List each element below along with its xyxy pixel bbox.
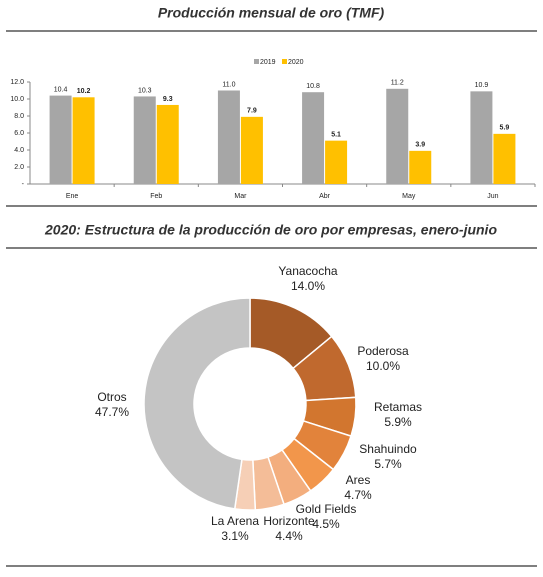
value-label: 5.9	[500, 125, 510, 132]
bar	[302, 92, 325, 184]
slice-label: Yanacocha	[278, 264, 337, 278]
slice-value: 10.0%	[366, 359, 400, 373]
bar	[217, 90, 240, 184]
y-tick-label: 6.0	[14, 130, 24, 137]
y-tick-label: 8.0	[14, 113, 24, 120]
slice-label: Shahuindo	[359, 442, 417, 456]
slice-value: 3.1%	[221, 529, 249, 543]
value-label: 7.9	[247, 108, 257, 115]
value-label: 5.1	[331, 131, 341, 138]
bar	[72, 97, 95, 184]
slice-label: Retamas	[374, 400, 422, 414]
value-label: 9.3	[163, 96, 173, 103]
slice-label: La Arena	[211, 514, 259, 528]
chart-title: Producción mensual de oro (TMF)	[158, 5, 385, 21]
legend-swatch	[254, 59, 259, 64]
bar	[49, 95, 72, 184]
slice-value: 5.7%	[374, 457, 402, 471]
bar	[386, 88, 409, 184]
y-tick-label: 12.0	[10, 79, 24, 86]
slice-label: Otros	[97, 390, 126, 404]
slice-label: Horizonte	[263, 514, 315, 528]
slice-label: Poderosa	[357, 344, 409, 358]
value-label: 3.9	[415, 142, 425, 149]
value-label: 10.8	[306, 83, 320, 90]
y-tick-label: 2.0	[14, 164, 24, 171]
x-tick-label: Feb	[150, 193, 162, 200]
slice-value: 47.7%	[95, 405, 129, 419]
bar	[240, 116, 263, 184]
bar	[470, 91, 493, 184]
bar	[325, 140, 348, 184]
y-tick-label: -	[22, 181, 25, 188]
slice-value: 4.5%	[312, 517, 340, 531]
y-tick-label: 4.0	[14, 147, 24, 154]
value-label: 10.9	[475, 82, 489, 89]
x-tick-label: Jun	[487, 193, 498, 200]
bar	[156, 104, 179, 184]
legend-label: 2019	[260, 59, 276, 66]
x-tick-label: Ene	[66, 193, 79, 200]
slice-value: 4.7%	[344, 488, 372, 502]
x-tick-label: May	[402, 193, 416, 200]
value-label: 10.2	[77, 88, 91, 95]
x-tick-label: Mar	[234, 193, 247, 200]
bar	[133, 96, 156, 184]
bar	[493, 133, 516, 184]
x-tick-label: Abr	[319, 193, 331, 200]
slice-label: Ares	[346, 473, 371, 487]
value-label: 10.3	[138, 87, 152, 94]
chart-title: 2020: Estructura de la producción de oro…	[44, 222, 497, 238]
slice-value: 4.4%	[275, 529, 303, 543]
slice-value: 5.9%	[384, 415, 412, 429]
legend-swatch	[282, 59, 287, 64]
value-label: 10.4	[54, 86, 68, 93]
slice-value: 14.0%	[291, 279, 325, 293]
value-label: 11.0	[222, 81, 235, 88]
slice-label: Gold Fields	[296, 502, 357, 516]
value-label: 11.2	[391, 80, 404, 87]
y-tick-label: 10.0	[10, 96, 24, 103]
donut-slice	[143, 297, 251, 510]
legend-label: 2020	[288, 59, 304, 66]
bar	[409, 150, 432, 184]
